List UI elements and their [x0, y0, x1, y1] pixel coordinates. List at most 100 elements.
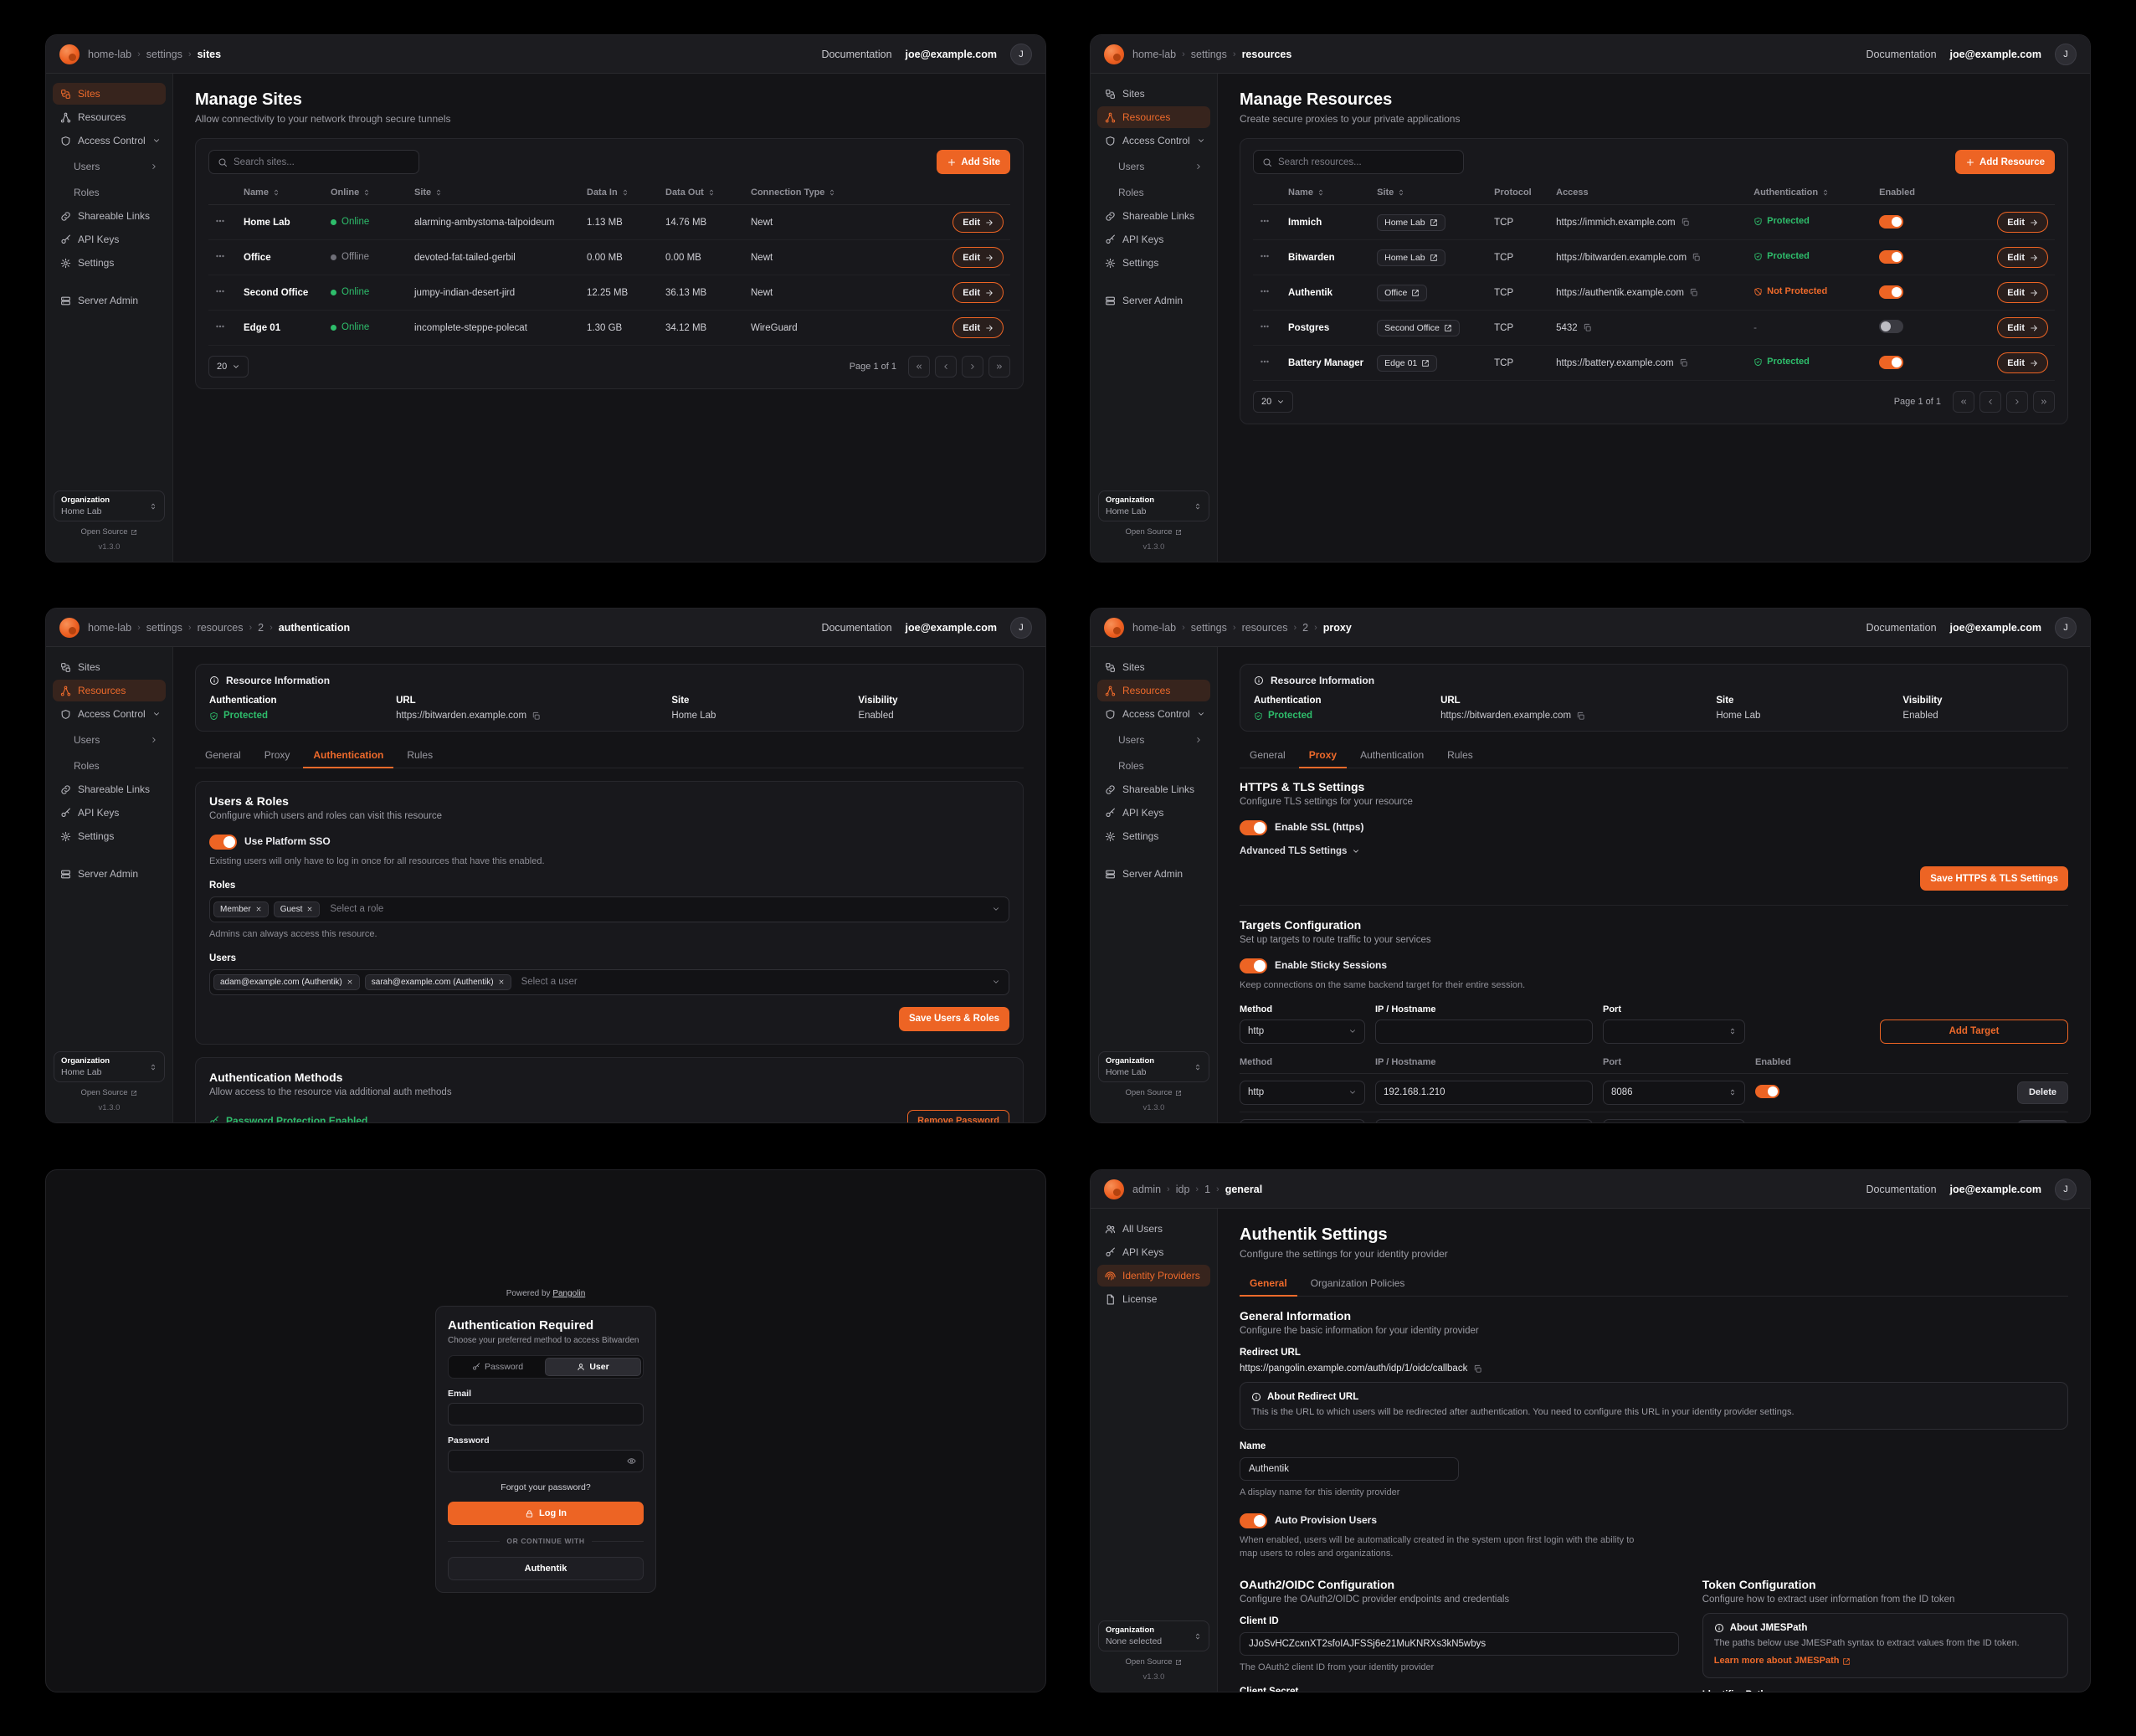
edit-button[interactable]: Edit [1997, 352, 2048, 373]
enabled-toggle[interactable] [1879, 215, 1904, 229]
enabled-toggle[interactable] [1879, 285, 1904, 299]
tab-general[interactable]: General [1240, 1271, 1297, 1297]
row-menu-icon[interactable] [1260, 286, 1270, 296]
breadcrumb-item[interactable]: home-lab [88, 621, 132, 634]
email-field[interactable] [455, 1409, 636, 1420]
avatar[interactable]: J [2055, 43, 2077, 65]
row-menu-icon[interactable] [1260, 251, 1270, 261]
forgot-password-link[interactable]: Forgot your password? [501, 1482, 591, 1492]
auto-provision-toggle[interactable] [1240, 1513, 1267, 1528]
site-link[interactable]: Home Lab [1377, 213, 1445, 231]
breadcrumb-item[interactable]: 1 [1204, 1183, 1211, 1195]
sort-icon[interactable] [828, 188, 836, 197]
pangolin-logo[interactable] [1104, 44, 1124, 64]
breadcrumb-item[interactable]: home-lab [1132, 621, 1177, 634]
sidebar-item-server-admin[interactable]: Server Admin [53, 863, 166, 885]
avatar[interactable]: J [2055, 616, 2077, 639]
search-input[interactable] [234, 157, 410, 167]
delete-target-button[interactable]: Delete [2016, 1081, 2068, 1104]
tab-rules[interactable]: Rules [407, 749, 434, 761]
breadcrumb-item[interactable]: idp [1175, 1183, 1190, 1195]
first-page-button[interactable] [908, 356, 930, 378]
add-target-button[interactable]: Add Target [1880, 1019, 2068, 1044]
sidebar-item-roles[interactable]: Roles [1118, 187, 1144, 198]
copy-icon[interactable] [531, 711, 541, 721]
breadcrumb-item[interactable]: admin [1132, 1183, 1162, 1195]
ssl-toggle[interactable] [1240, 820, 1267, 835]
tab-user[interactable]: User [545, 1358, 641, 1376]
row-menu-icon[interactable] [1260, 357, 1270, 367]
row-menu-icon[interactable] [215, 216, 225, 226]
client-id-input[interactable] [1240, 1631, 1679, 1656]
port-input[interactable]: 8086 [1603, 1118, 1745, 1122]
sidebar-item-resources[interactable]: Resources [53, 680, 166, 701]
access-url[interactable]: https://authentik.example.com [1556, 287, 1684, 298]
breadcrumb-item[interactable]: settings [146, 621, 182, 634]
documentation-link[interactable]: Documentation [821, 621, 892, 634]
avatar[interactable]: J [1010, 43, 1032, 65]
documentation-link[interactable]: Documentation [1866, 621, 1937, 634]
sidebar-item-server-admin[interactable]: Server Admin [1097, 863, 1210, 885]
sidebar-item-settings[interactable]: Settings [53, 252, 166, 274]
tab-proxy[interactable]: Proxy [264, 749, 290, 761]
sidebar-item-license[interactable]: License [1097, 1288, 1210, 1310]
next-page-button[interactable] [2006, 391, 2028, 413]
method-select[interactable]: http [1240, 1080, 1365, 1105]
site-link[interactable]: Office [1377, 284, 1428, 301]
open-source-link[interactable]: Open Source [54, 527, 165, 537]
edit-button[interactable]: Edit [952, 282, 1004, 303]
add-resource-button[interactable]: Add Resource [1955, 150, 2055, 174]
first-page-button[interactable] [1953, 391, 1974, 413]
sidebar-item-sites[interactable]: Sites [53, 83, 166, 105]
tab-authentication[interactable]: Authentication [1360, 749, 1425, 761]
edit-button[interactable]: Edit [1997, 247, 2048, 268]
row-menu-icon[interactable] [215, 251, 225, 261]
sort-icon[interactable] [272, 188, 280, 197]
copy-icon[interactable] [1689, 288, 1698, 297]
delete-target-button[interactable]: Delete [2016, 1119, 2068, 1122]
port-input[interactable] [1603, 1019, 1745, 1044]
ip-hostname-input[interactable] [1375, 1118, 1593, 1122]
copy-icon[interactable] [1576, 711, 1585, 721]
close-icon[interactable] [255, 906, 262, 912]
advanced-tls-expander[interactable]: Advanced TLS Settings [1240, 846, 1360, 856]
prev-page-button[interactable] [935, 356, 957, 378]
sidebar-item-settings[interactable]: Settings [1097, 252, 1210, 274]
idp-name-input[interactable] [1240, 1456, 1459, 1481]
per-page-select[interactable]: 20 [208, 356, 249, 378]
sidebar-item-server-admin[interactable]: Server Admin [53, 290, 166, 311]
next-page-button[interactable] [962, 356, 983, 378]
edit-button[interactable]: Edit [952, 247, 1004, 268]
documentation-link[interactable]: Documentation [821, 48, 892, 60]
edit-button[interactable]: Edit [952, 212, 1004, 233]
sidebar-item-api-keys[interactable]: API Keys [1097, 1241, 1210, 1263]
user-email[interactable]: joe@example.com [1949, 621, 2041, 634]
copy-icon[interactable] [1583, 323, 1592, 332]
sidebar-item-roles[interactable]: Roles [74, 187, 100, 198]
sidebar-item-api-keys[interactable]: API Keys [1097, 802, 1210, 824]
sidebar-item-users[interactable]: Users [66, 729, 166, 751]
organization-selector[interactable]: Organization Home Lab [54, 1051, 165, 1082]
add-site-button[interactable]: Add Site [937, 150, 1010, 174]
roles-multiselect[interactable]: Member Guest Select a role [209, 896, 1009, 922]
breadcrumb-item[interactable]: home-lab [1132, 48, 1177, 60]
organization-selector[interactable]: Organization Home Lab [1098, 490, 1209, 521]
sidebar-item-users[interactable]: Users [66, 156, 166, 177]
edit-button[interactable]: Edit [952, 317, 1004, 338]
tab-general[interactable]: General [1250, 749, 1286, 761]
method-select[interactable]: http [1240, 1019, 1365, 1044]
breadcrumb-item[interactable]: settings [1190, 621, 1227, 634]
breadcrumb-item[interactable]: settings [146, 48, 182, 60]
platform-sso-toggle[interactable] [209, 835, 237, 850]
sidebar-item-users[interactable]: Users [1111, 729, 1210, 751]
tab-rules[interactable]: Rules [1447, 749, 1473, 761]
tab-general[interactable]: General [205, 749, 241, 761]
sidebar-item-server-admin[interactable]: Server Admin [1097, 290, 1210, 311]
sort-icon[interactable] [1821, 188, 1830, 197]
prev-page-button[interactable] [1979, 391, 2001, 413]
user-email[interactable]: joe@example.com [1949, 48, 2041, 60]
user-email[interactable]: joe@example.com [905, 48, 997, 60]
sidebar-item-sites[interactable]: Sites [1097, 83, 1210, 105]
sort-icon[interactable] [362, 188, 371, 197]
sort-icon[interactable] [434, 188, 443, 197]
